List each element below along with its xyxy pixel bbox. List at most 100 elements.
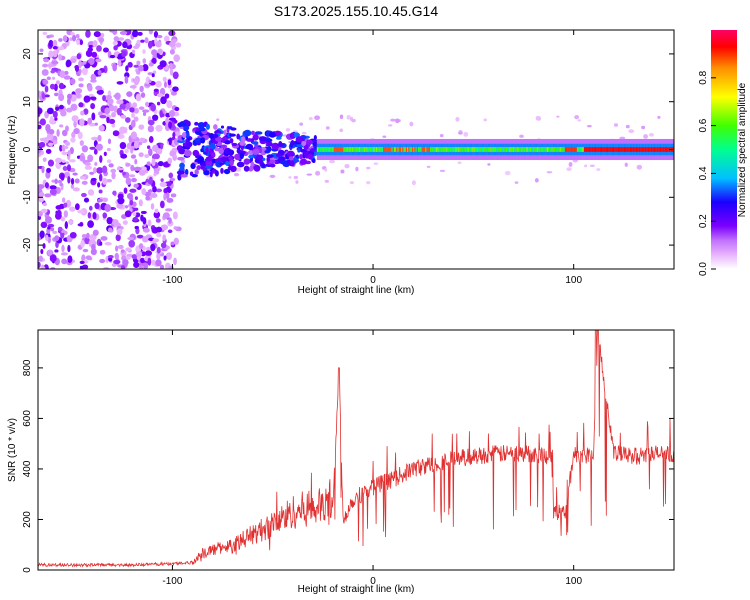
heatmap-cell (59, 70, 66, 79)
heatmap-cell (129, 85, 137, 89)
heatmap-cell (144, 250, 153, 256)
heatmap-cell (566, 167, 572, 172)
heatmap-cell (168, 121, 172, 129)
heatmap-cell (90, 103, 96, 110)
heatmap-cell (70, 137, 76, 143)
heatmap-cell (220, 144, 228, 149)
heatmap-cell (258, 159, 263, 165)
heatmap-cell (151, 49, 158, 56)
heatmap-cell (70, 31, 75, 36)
heatmap-cell (274, 130, 282, 136)
heatmap-cell (61, 258, 68, 265)
heatmap-cell (288, 156, 294, 161)
heatmap-cell (94, 161, 98, 166)
heatmap-cell (155, 226, 163, 233)
heatmap-cell (625, 124, 630, 129)
heatmap-cell (132, 167, 140, 171)
heatmap-cell (98, 111, 103, 116)
heatmap-cell (58, 38, 63, 42)
heatmap-cell (115, 245, 119, 252)
heatmap-cell (168, 41, 176, 48)
heatmap-cell (155, 188, 163, 193)
y-tick-label: 600 (22, 410, 33, 427)
heatmap-cell (324, 168, 328, 172)
heatmap-cell (98, 173, 103, 182)
heatmap-cell (38, 191, 45, 198)
heatmap-cell (64, 141, 71, 147)
heatmap-cell (79, 265, 84, 269)
heatmap-cell (179, 162, 185, 169)
heatmap-cell (42, 63, 48, 68)
heatmap-cell (79, 155, 86, 162)
heatmap-cell (209, 170, 213, 178)
heatmap-cell (113, 259, 121, 265)
heatmap-cell (88, 44, 93, 48)
heatmap-cell (239, 152, 244, 160)
heatmap-cell (121, 50, 127, 58)
heatmap-cell (133, 183, 139, 188)
heatmap-cell (568, 162, 573, 167)
heatmap-cell (239, 141, 246, 146)
heatmap-cell (163, 81, 168, 88)
heatmap-cell (117, 197, 125, 205)
heatmap-cell (55, 80, 60, 85)
heatmap-cell (72, 187, 80, 192)
heatmap-cell (163, 187, 168, 194)
heatmap-cell (70, 103, 78, 111)
heatmap-cell (63, 75, 71, 80)
heatmap-cell (124, 210, 132, 218)
heatmap-cell (38, 255, 44, 262)
heatmap-cell (258, 136, 267, 142)
heatmap-cell (61, 151, 69, 155)
heatmap-cell (89, 171, 95, 175)
heatmap-cell (136, 60, 141, 66)
heatmap-cell (172, 211, 178, 220)
heatmap-cell (160, 178, 164, 182)
heatmap-cell (160, 96, 167, 105)
heatmap-cell (87, 189, 95, 196)
y-tick-label: 800 (22, 359, 33, 376)
heatmap-cell (295, 180, 299, 184)
heatmap-cell (44, 193, 52, 198)
heatmap-cell (152, 185, 157, 193)
heatmap-cell (141, 188, 147, 196)
colorbar-tick-label: 0.4 (698, 166, 709, 180)
heatmap-cell (166, 181, 172, 187)
heatmap-cell (154, 208, 159, 214)
heatmap-cell (219, 162, 225, 166)
heatmap-cell (67, 255, 73, 264)
heatmap-cell (119, 126, 127, 134)
heatmap-cell (301, 131, 307, 135)
heatmap-cell (60, 252, 68, 256)
heatmap-cell (137, 31, 143, 36)
heatmap-cell (148, 136, 154, 144)
colorbar-tick-label: 0.6 (698, 118, 709, 132)
heatmap-cell (106, 159, 112, 164)
heatmap-cell (236, 161, 245, 168)
heatmap-cell (131, 30, 139, 38)
heatmap-cell (125, 102, 131, 110)
heatmap-cell (63, 210, 69, 218)
heatmap-cell (147, 119, 155, 126)
heatmap-cell (110, 168, 117, 174)
heatmap-cell (171, 38, 178, 43)
heatmap-cell (89, 96, 97, 101)
heatmap-cell (151, 158, 156, 167)
heatmap-cell (231, 142, 238, 147)
heatmap-cell (205, 147, 209, 154)
heatmap-cell (145, 101, 150, 107)
heatmap-cell (142, 58, 147, 64)
heatmap-cell (75, 203, 80, 211)
heatmap-cell (112, 63, 117, 72)
heatmap-cell (181, 132, 187, 139)
heatmap-cell (210, 142, 216, 150)
heatmap-cell (168, 217, 172, 224)
heatmap-cell (157, 48, 163, 54)
heatmap-cell (175, 42, 182, 48)
heatmap-cell (268, 131, 276, 138)
heatmap-cell (63, 145, 69, 149)
heatmap-cell (152, 144, 159, 152)
heatmap-cell (295, 154, 299, 159)
heatmap-cell (69, 147, 74, 155)
heatmap-cell (243, 158, 251, 165)
